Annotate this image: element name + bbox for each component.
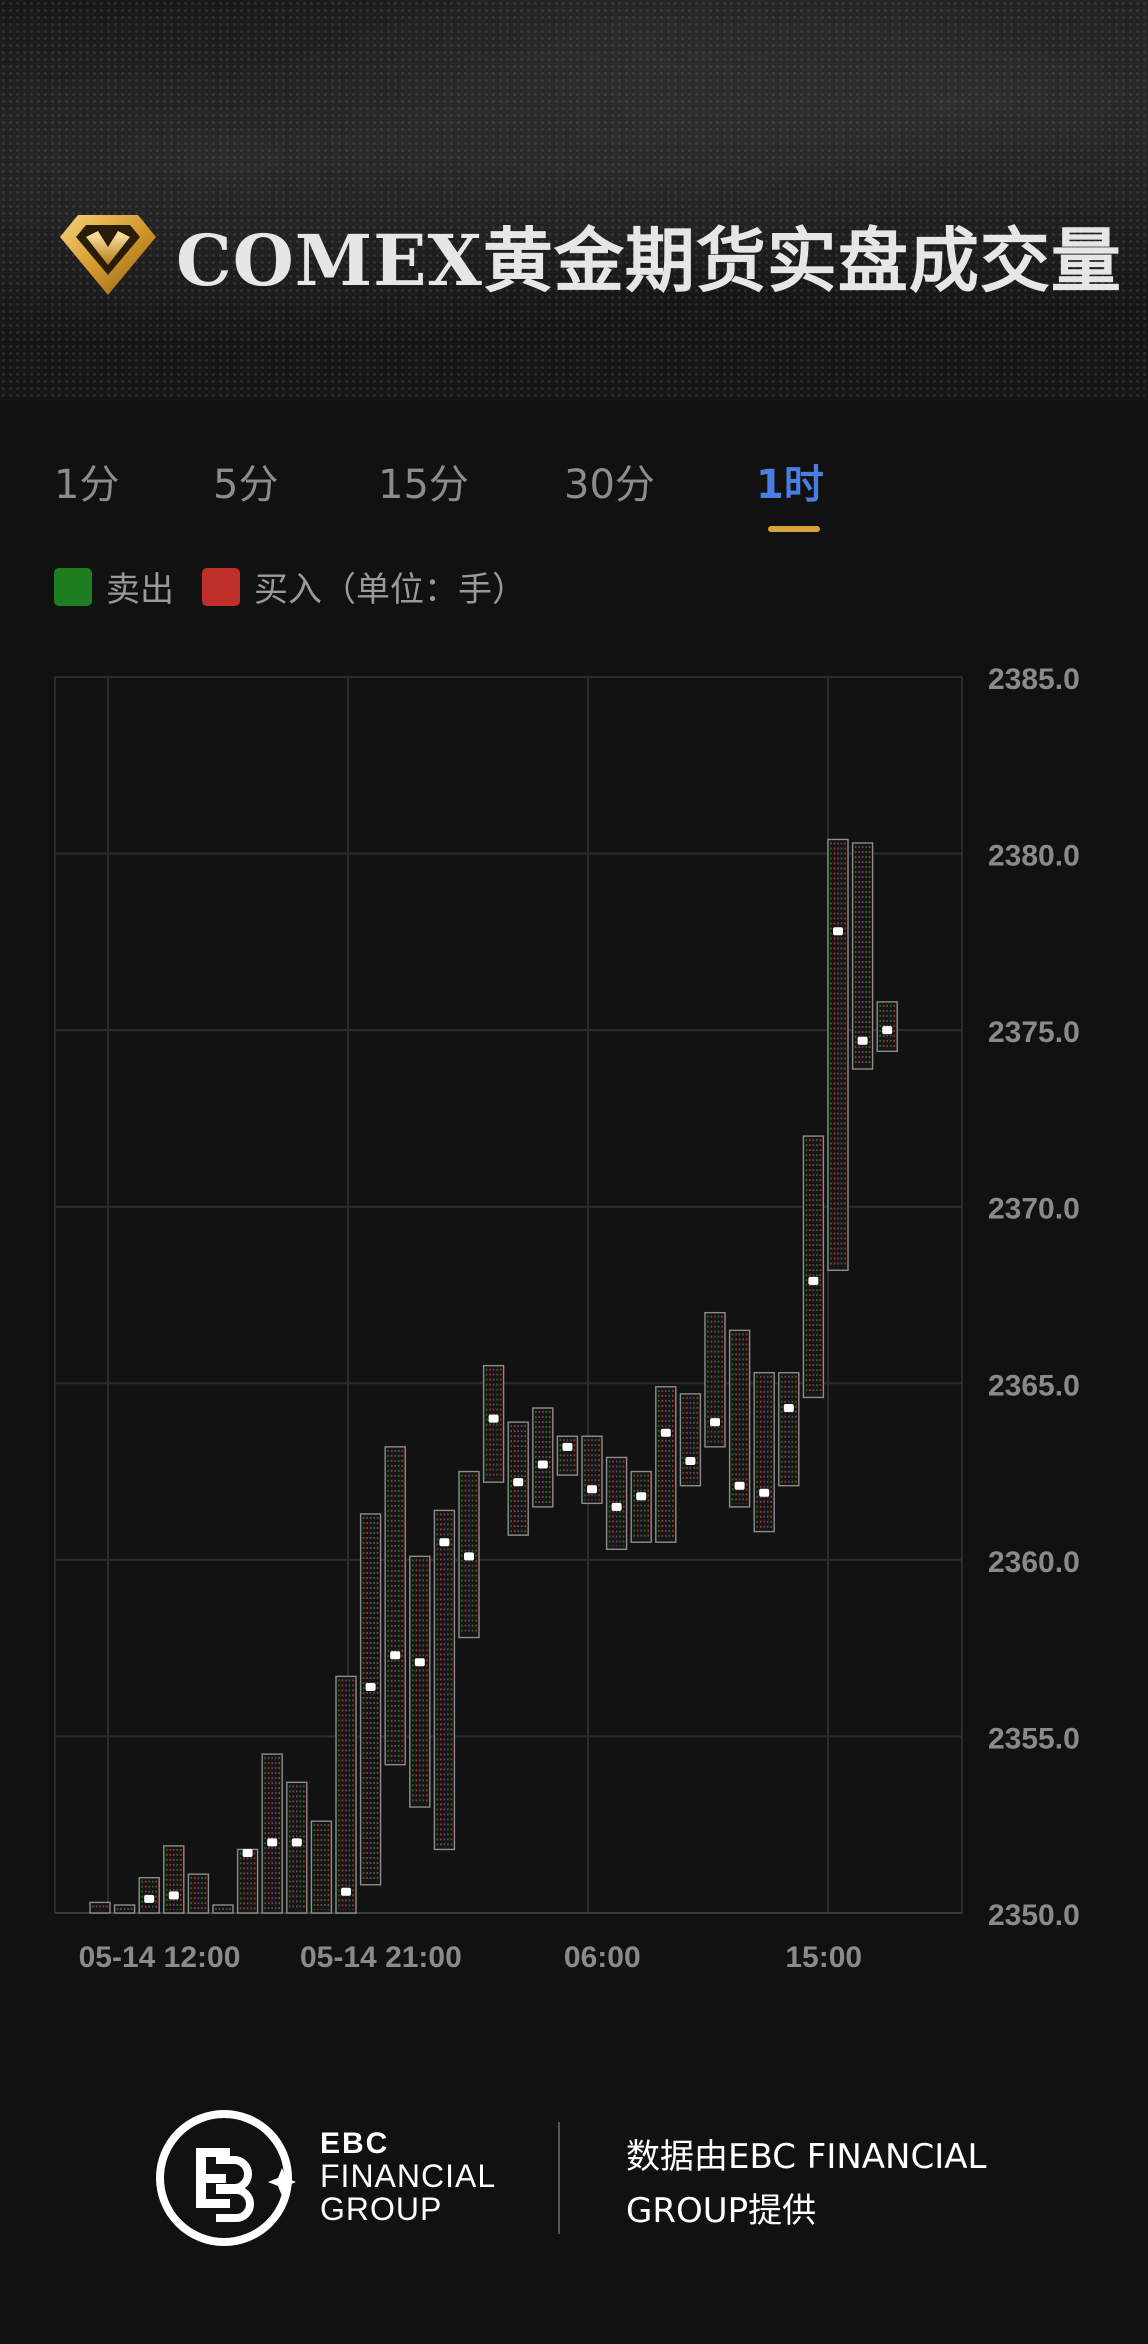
y-tick-label: 2375.0 (988, 1016, 1080, 1049)
x-tick-label: 15:00 (785, 1941, 862, 1974)
volume-bar (409, 1555, 431, 1808)
header: COMEX黄金期货实盘成交量 (56, 205, 1122, 305)
volume-bar (89, 1901, 111, 1914)
volume-bar (310, 1820, 333, 1914)
volume-bar (778, 1371, 800, 1487)
y-tick-label: 2360.0 (988, 1546, 1080, 1579)
sell-legend-label: 卖出 (106, 570, 174, 610)
volume-bar (236, 1848, 259, 1914)
volume-bar (655, 1386, 677, 1543)
data-source-note: 数据由EBC FINANCIAL GROUP提供 (626, 2137, 987, 2231)
tab-15min[interactable]: 15分 (378, 462, 469, 508)
tab-30min[interactable]: 30分 (564, 462, 655, 508)
brand-line-2: FINANCIAL (320, 2157, 497, 2194)
volume-bar (384, 1446, 406, 1766)
sell-swatch (54, 567, 92, 606)
buy-legend-label: 买入（单位：手） (254, 570, 526, 610)
volume-bar (335, 1675, 357, 1914)
volume-bar (630, 1470, 652, 1543)
y-tick-label: 2385.0 (988, 663, 1080, 696)
volume-bar (581, 1435, 603, 1505)
ebc-brand-text: EBC FINANCIAL GROUP (320, 2128, 496, 2227)
volume-bar (286, 1781, 308, 1914)
chart-legend: 卖出 买入（单位：手） (54, 562, 554, 611)
footer: EBC FINANCIAL GROUP 数据由EBC FINANCIAL GRO… (0, 2100, 1148, 2280)
y-tick-label: 2365.0 (988, 1369, 1080, 1402)
volume-bar (261, 1753, 283, 1914)
volume-bar (556, 1435, 579, 1476)
gold-diamond-icon (60, 215, 156, 295)
page-title: COMEX黄金期货实盘成交量 (176, 218, 1122, 302)
x-tick-label: 05-14 12:00 (79, 1941, 241, 1974)
price-volume-chart: 2385.0 2380.0 2375.0 2370.0 2365.0 2360.0 2355… (54, 663, 1080, 1974)
volume-bar (802, 1135, 825, 1399)
volume-bar (138, 1876, 160, 1914)
footer-divider (558, 2122, 560, 2234)
volume-bar (433, 1509, 456, 1851)
volume-bar (482, 1364, 505, 1483)
tab-1hour[interactable]: 1时 (756, 462, 824, 508)
volume-bar (605, 1456, 628, 1550)
y-tick-label: 2355.0 (988, 1722, 1080, 1755)
timeframe-tabs: 1分 5分 15分 30分 1时 (0, 452, 1148, 542)
plot-area (55, 677, 962, 1913)
volume-bar (458, 1470, 480, 1639)
volume-bar (876, 1001, 898, 1053)
ebc-logo-icon (156, 2110, 296, 2246)
volume-bar (753, 1371, 775, 1533)
y-tick-label: 2380.0 (988, 840, 1080, 873)
volume-bar (187, 1873, 210, 1914)
brand-line-3: GROUP (320, 2191, 443, 2228)
header-background (0, 0, 1148, 400)
volume-bar (728, 1329, 751, 1508)
volume-bar (827, 838, 849, 1271)
volume-bar (679, 1393, 702, 1487)
y-tick-label: 2370.0 (988, 1193, 1080, 1226)
x-tick-label: 06:00 (564, 1941, 641, 1974)
tab-1min[interactable]: 1分 (54, 462, 120, 508)
volume-bar (851, 842, 874, 1070)
volume-bar (113, 1904, 136, 1914)
active-tab-indicator (768, 526, 820, 532)
tab-5min[interactable]: 5分 (213, 462, 279, 508)
volume-bar (212, 1904, 234, 1914)
volume-bar (359, 1513, 382, 1886)
volume-bar (507, 1421, 529, 1536)
y-tick-label: 2350.0 (988, 1899, 1080, 1932)
brand-line-1: EBC (320, 2127, 390, 2160)
volume-bar (704, 1311, 726, 1448)
x-tick-label: 05-14 21:00 (300, 1941, 462, 1974)
volume-bar (532, 1407, 554, 1508)
buy-swatch (202, 567, 240, 606)
volume-bar (163, 1845, 185, 1914)
